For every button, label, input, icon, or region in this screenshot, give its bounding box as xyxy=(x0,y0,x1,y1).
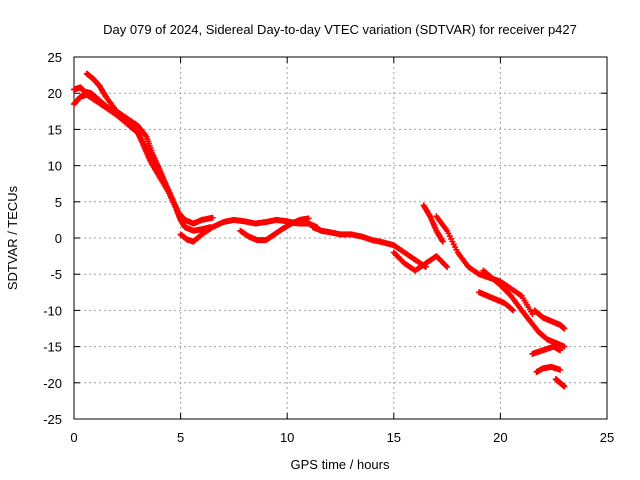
x-tick-label: 5 xyxy=(177,430,184,445)
data-point xyxy=(561,383,568,390)
data-point xyxy=(444,263,451,270)
series-arc-13 xyxy=(529,343,564,357)
data-point xyxy=(510,307,517,314)
y-tick-label: 0 xyxy=(55,231,62,246)
data-point xyxy=(209,214,216,221)
series-arc-11 xyxy=(476,289,517,314)
axis-ticks: 0 5 10 15 20 25 25 20 15 10 5 0 -5 -10 -15 -20 -25 xyxy=(43,50,614,445)
y-tick-label: 20 xyxy=(48,86,62,101)
data-point xyxy=(439,238,446,245)
series-arc-12 xyxy=(531,307,568,332)
y-tick-label: -5 xyxy=(50,267,62,282)
series-arc-3 xyxy=(83,70,216,227)
data-point xyxy=(561,325,568,332)
y-tick-label: -10 xyxy=(43,303,62,318)
chart-title: Day 079 of 2024, Sidereal Day-to-day VTE… xyxy=(103,22,577,37)
x-tick-label: 25 xyxy=(600,430,614,445)
data-point xyxy=(561,343,568,350)
y-tick-label: 15 xyxy=(48,122,62,137)
y-tick-label: -20 xyxy=(43,376,62,391)
data-point xyxy=(529,311,536,318)
data-point xyxy=(557,366,564,373)
x-tick-label: 10 xyxy=(280,430,294,445)
x-axis-title: GPS time / hours xyxy=(291,457,390,472)
data-point xyxy=(557,347,564,354)
y-tick-label: -15 xyxy=(43,340,62,355)
y-axis-title: SDTVAR / TECUs xyxy=(5,185,20,290)
data-point xyxy=(509,306,516,313)
series-arc-6 xyxy=(309,224,429,270)
series-arc-7 xyxy=(420,202,446,245)
x-tick-label: 0 xyxy=(70,430,77,445)
y-tick-label: 25 xyxy=(48,50,62,65)
series-arc-5 xyxy=(237,215,312,244)
series-arc-9 xyxy=(390,249,451,274)
series-arc-1 xyxy=(71,91,214,234)
series-arc-10 xyxy=(480,267,568,350)
x-tick-label: 15 xyxy=(387,430,401,445)
data-points xyxy=(71,70,568,390)
y-tick-label: 5 xyxy=(55,195,62,210)
data-point xyxy=(305,215,312,222)
x-tick-label: 20 xyxy=(493,430,507,445)
grid xyxy=(74,57,607,419)
series-arc-14 xyxy=(533,363,564,375)
y-tick-label: -25 xyxy=(43,412,62,427)
y-tick-label: 10 xyxy=(48,159,62,174)
series-arc-15 xyxy=(552,376,568,390)
